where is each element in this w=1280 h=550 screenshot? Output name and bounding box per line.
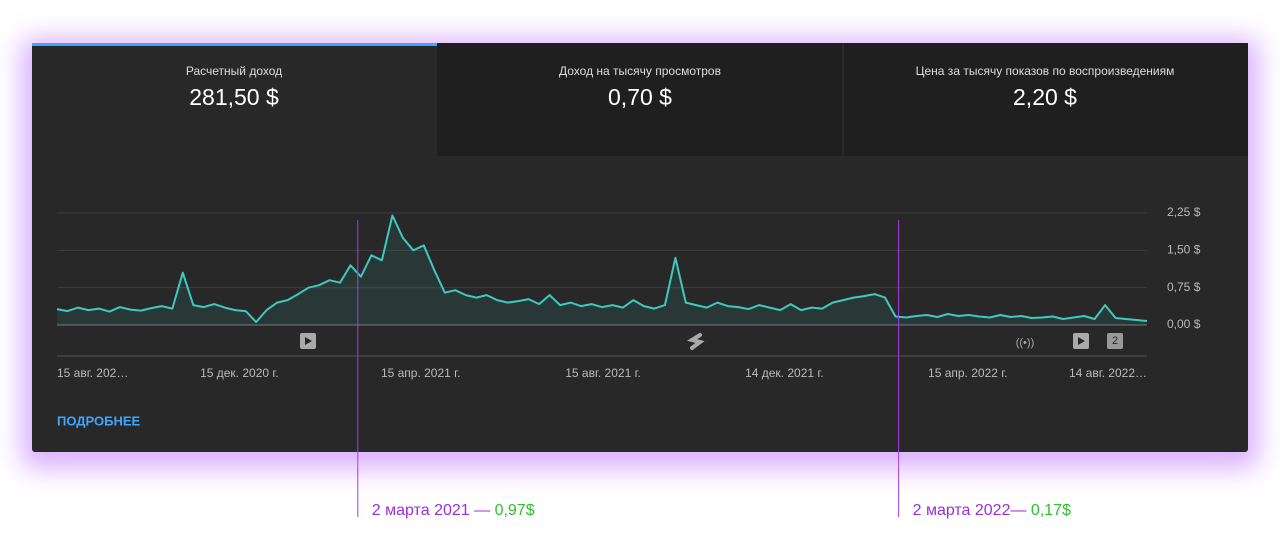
x-tick-label: 15 апр. 2022 г. (928, 366, 1007, 380)
tab-value: 0,70 $ (608, 84, 672, 110)
more-link[interactable]: ПОДРОБНЕЕ (57, 413, 141, 428)
y-tick-label: 0,00 $ (1167, 317, 1201, 331)
tab-bg[interactable] (843, 43, 1248, 156)
y-tick-label: 1,50 $ (1167, 243, 1201, 257)
active-tab-bar (32, 43, 437, 46)
annotation-value: 0,17$ (1031, 502, 1071, 519)
tab-bg[interactable] (437, 43, 843, 156)
annotation-label: 2 марта 2021 — (372, 502, 495, 519)
x-tick-label: 14 авг. 2022… (1069, 366, 1147, 380)
x-tick-label: 15 авг. 2021 г. (565, 366, 641, 380)
annotation: 2 марта 2022— 0,17$ (913, 502, 1071, 519)
tab-title[interactable]: Цена за тысячу показов по воспроизведени… (916, 64, 1175, 78)
x-tick-label: 15 авг. 202… (57, 366, 128, 380)
line-area (57, 215, 1147, 325)
badge: 2 (1112, 335, 1118, 347)
line (56, 214, 1148, 323)
x-tick-label: 14 дек. 2021 г. (745, 366, 824, 380)
live-icon[interactable]: ((•)) (1016, 337, 1035, 349)
tab-title[interactable]: Расчетный доход (186, 64, 282, 78)
x-tick-label: 15 дек. 2020 г. (200, 366, 279, 380)
badge-bg[interactable] (1107, 333, 1123, 349)
annotation-value: 0,97$ (495, 502, 535, 519)
tab-value: 281,50 $ (189, 84, 279, 110)
y-tick-label: 2,25 $ (1167, 205, 1201, 219)
annotation-label: 2 марта 2022— (913, 502, 1031, 519)
x-tick-label: 15 апр. 2021 г. (381, 366, 460, 380)
shorts-icon[interactable] (686, 333, 705, 350)
tab-value: 2,20 $ (1013, 84, 1077, 110)
annotation: 2 марта 2021 — 0,97$ (372, 502, 535, 519)
tab-title[interactable]: Доход на тысячу просмотров (559, 64, 721, 78)
video-icon-play (305, 337, 312, 345)
y-tick-label: 0,75 $ (1167, 280, 1201, 294)
video-icon-play (1078, 337, 1085, 345)
